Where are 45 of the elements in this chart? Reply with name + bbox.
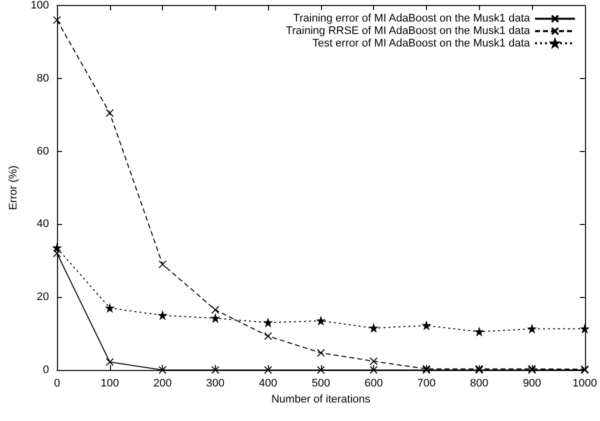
y-tick-label: 0 — [42, 364, 49, 376]
point — [53, 249, 61, 258]
point — [475, 328, 484, 336]
legend-label: Training RRSE of MI AdaBoost on the Musk1 data — [286, 25, 531, 38]
point — [316, 316, 325, 325]
legend-label: Test error of MI AdaBoost on the Musk1 data — [312, 37, 531, 50]
x-tick-label: 800 — [470, 378, 488, 390]
point — [211, 366, 220, 374]
point — [158, 311, 167, 320]
x-tick-label: 500 — [312, 378, 330, 390]
point — [106, 109, 114, 118]
point — [53, 16, 61, 24]
point — [106, 304, 114, 312]
x-tick-label: 1000 — [572, 378, 598, 390]
y-axis-title: Error (%) — [8, 165, 20, 210]
point — [211, 314, 220, 322]
x-tick-label: 200 — [153, 378, 172, 390]
point — [316, 348, 325, 357]
point — [158, 366, 167, 374]
point — [264, 366, 272, 374]
point — [53, 244, 61, 252]
point — [106, 358, 114, 366]
x-axis-title: Number of iterations — [271, 393, 371, 406]
point — [528, 324, 536, 333]
y-tick-label: 20 — [36, 291, 49, 304]
legend-label: Training error of MI AdaBoost on the Musk1 data — [293, 12, 531, 25]
point — [580, 324, 589, 333]
y-tick-label: 60 — [36, 145, 49, 158]
point — [370, 324, 378, 332]
x-tick-label: 0 — [54, 378, 60, 390]
x-tick-label: 700 — [417, 378, 436, 390]
point — [316, 366, 325, 374]
point — [422, 322, 430, 330]
y-tick-label: 40 — [36, 218, 49, 230]
point — [158, 260, 167, 268]
x-tick-label: 100 — [100, 378, 119, 390]
point — [211, 306, 220, 314]
point — [264, 332, 272, 340]
y-tick-label: 80 — [36, 72, 49, 84]
point — [264, 318, 272, 327]
x-tick-label: 600 — [364, 378, 383, 390]
x-tick-label: 300 — [206, 378, 225, 390]
x-tick-label: 400 — [258, 378, 278, 390]
y-tick-label: 100 — [30, 0, 49, 12]
x-tick-label: 900 — [522, 378, 542, 390]
